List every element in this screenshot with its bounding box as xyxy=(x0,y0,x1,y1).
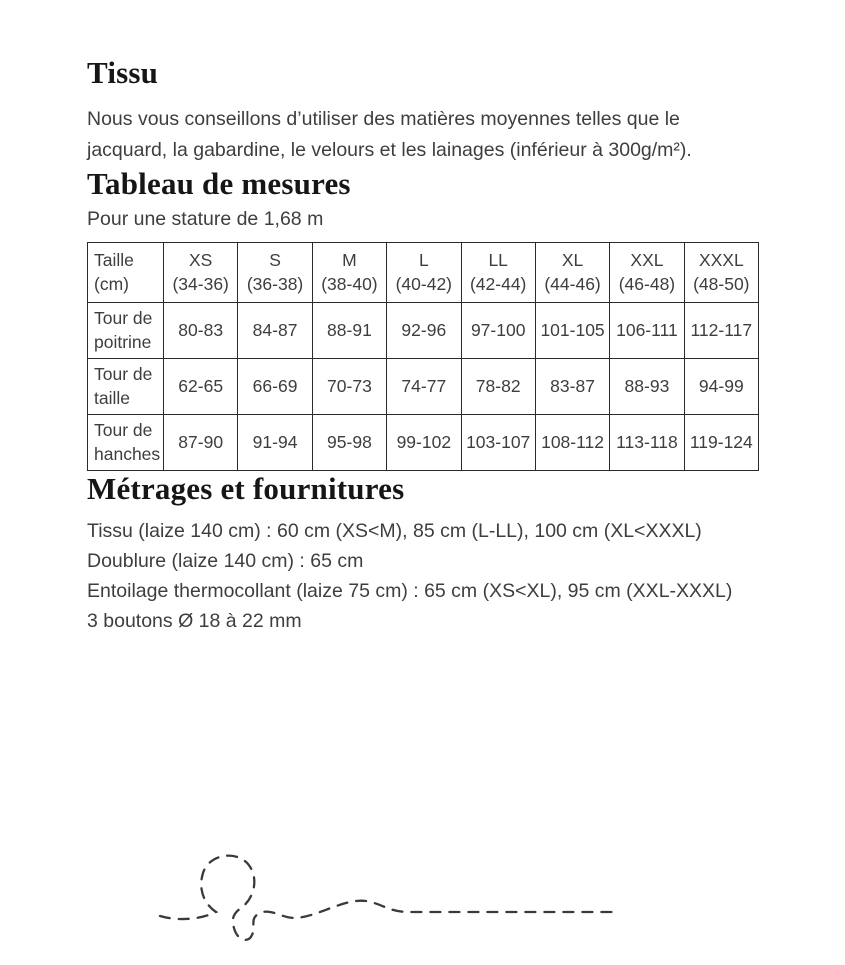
fabric-paragraph-line: jacquard, la gabardine, le velours et le… xyxy=(87,139,692,161)
table-header-row: Taille (cm) XS (34-36) S (36-38) M (38-4… xyxy=(87,242,760,303)
size-label: XXXL xyxy=(698,250,744,271)
table-cell: 62-65 xyxy=(162,358,239,415)
supplies-list: Tissu (laize 140 cm) : 60 cm (XS<M), 85 … xyxy=(87,516,759,636)
size-range: (48-50) xyxy=(693,273,750,294)
size-label: M xyxy=(342,250,357,271)
table-cell: 83-87 xyxy=(534,358,611,415)
supplies-section-title: Métrages et fournitures xyxy=(87,471,405,506)
table-cell: 66-69 xyxy=(237,358,313,415)
size-label: S xyxy=(269,250,281,271)
size-range: (38-40) xyxy=(321,273,378,294)
table-cell: 106-111 xyxy=(609,302,685,359)
table-cell: 70-73 xyxy=(311,358,388,415)
supply-line-interfacing: Entoilage thermocollant (laize 75 cm) : … xyxy=(87,580,733,602)
table-cell: 88-91 xyxy=(311,302,388,359)
table-cell: 113-118 xyxy=(609,414,685,471)
fabric-paragraph-line: Nous vous conseillons d’utiliser des mat… xyxy=(87,108,680,130)
table-row-hips: Tour de hanches 87-90 91-94 95-98 99-102… xyxy=(87,414,760,471)
table-cell: 87-90 xyxy=(162,414,239,471)
size-label: L xyxy=(418,250,429,271)
supply-line-fabric: Tissu (laize 140 cm) : 60 cm (XS<M), 85 … xyxy=(87,520,702,542)
row-label-waist: Tour de taille xyxy=(87,358,164,415)
size-range: (34-36) xyxy=(172,273,229,294)
table-row-waist: Tour de taille 62-65 66-69 70-73 74-77 7… xyxy=(87,358,760,415)
table-cell: 88-93 xyxy=(609,358,685,415)
table-cell: 103-107 xyxy=(460,414,536,471)
table-cell: 95-98 xyxy=(311,414,388,471)
size-header-s: S (36-38) xyxy=(237,242,313,303)
table-cell: 74-77 xyxy=(386,358,462,415)
measurements-section-title: Tableau de mesures xyxy=(87,166,351,201)
table-cell: 80-83 xyxy=(162,302,239,359)
size-range: (40-42) xyxy=(395,273,453,294)
size-header-l: L (40-42) xyxy=(386,242,462,303)
size-header-m: M (38-40) xyxy=(311,242,388,303)
thread-doodle-icon xyxy=(155,842,620,960)
corner-header-line2: (cm) xyxy=(94,273,129,294)
table-cell: 97-100 xyxy=(460,302,536,359)
supply-line-lining: Doublure (laize 140 cm) : 65 cm xyxy=(87,550,364,572)
table-row-bust: Tour de poitrine 80-83 84-87 88-91 92-96… xyxy=(87,302,760,359)
size-label: XL xyxy=(561,250,584,271)
table-cell: 84-87 xyxy=(237,302,313,359)
size-range: (42-44) xyxy=(469,273,527,294)
table-cell: 92-96 xyxy=(386,302,462,359)
stature-subtitle: Pour une stature de 1,68 m xyxy=(87,208,324,230)
size-label: XXL xyxy=(630,250,664,271)
size-header-xxl: XXL (46-48) xyxy=(609,242,685,303)
table-cell: 112-117 xyxy=(683,302,760,359)
row-label-hips: Tour de hanches xyxy=(87,414,164,471)
row-label-bust: Tour de poitrine xyxy=(87,302,164,359)
table-corner-header: Taille (cm) xyxy=(87,242,164,303)
size-range: (36-38) xyxy=(246,273,304,294)
size-header-xs: XS (34-36) xyxy=(162,242,239,303)
size-range: (46-48) xyxy=(618,273,676,294)
size-range: (44-46) xyxy=(544,273,601,294)
size-measurements-table: Taille (cm) XS (34-36) S (36-38) M (38-4… xyxy=(87,242,760,471)
table-cell: 119-124 xyxy=(683,414,760,471)
table-cell: 94-99 xyxy=(683,358,760,415)
table-cell: 78-82 xyxy=(460,358,536,415)
fabric-paragraph: Nous vous conseillons d’utiliser des mat… xyxy=(87,104,759,166)
supply-line-buttons: 3 boutons Ø 18 à 22 mm xyxy=(87,610,302,632)
table-cell: 91-94 xyxy=(237,414,313,471)
size-label: LL xyxy=(488,250,508,271)
fabric-section-title: Tissu xyxy=(87,55,159,90)
table-cell: 101-105 xyxy=(534,302,611,359)
table-cell: 99-102 xyxy=(386,414,462,471)
size-label: XS xyxy=(189,250,213,271)
size-header-xl: XL (44-46) xyxy=(534,242,611,303)
table-cell: 108-112 xyxy=(534,414,611,471)
size-header-xxxl: XXXL (48-50) xyxy=(683,242,760,303)
size-header-ll: LL (42-44) xyxy=(460,242,536,303)
corner-header-line1: Taille xyxy=(94,250,134,271)
